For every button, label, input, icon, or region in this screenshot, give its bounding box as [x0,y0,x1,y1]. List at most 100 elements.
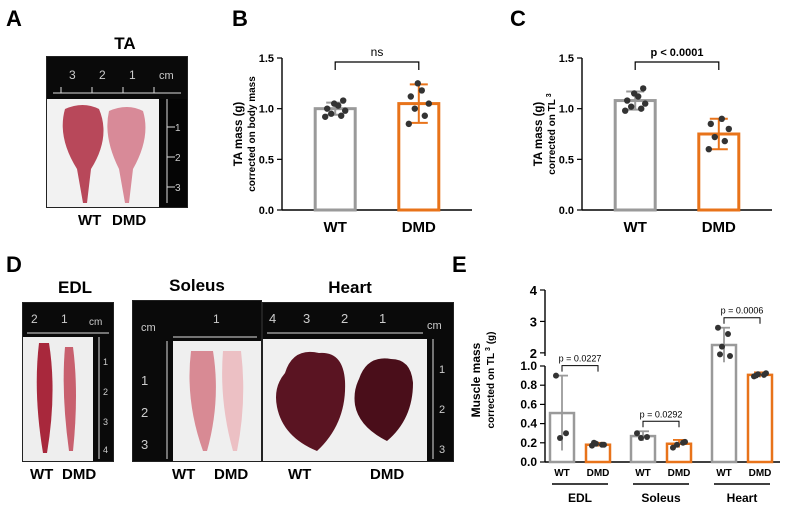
heart-photo: 4 3 2 1 cm 1 2 3 [262,302,454,462]
B-point [328,110,335,117]
E-point [727,353,733,359]
svg-text:2: 2 [439,404,445,416]
E-ytick-label: 0.6 [520,397,537,411]
soleus-muscle-wt [189,351,216,451]
soleus-photo: cm 1 1 2 3 [132,300,262,462]
panel-d-heart-title: Heart [328,278,372,297]
svg-text:1: 1 [141,373,148,388]
B-point [411,105,418,112]
E-significance-label: p = 0.0292 [640,409,683,419]
E-ytick-label: 0.4 [520,417,537,431]
E-xtick-label: WT [716,468,732,479]
soleus-label-wt: WT [172,466,196,483]
E-point [719,343,725,350]
E-point [682,438,688,445]
C-point [640,85,647,92]
E-point [634,430,640,437]
B-ytick-label: 0.5 [259,154,274,166]
edl-photo-drawing: 2 1 cm 1 2 3 4 [23,303,113,461]
B-ylabel-sub: corrected on body mass [247,76,258,192]
C-significance-label: p < 0.0001 [651,47,704,59]
C-point [718,115,725,123]
ta-ruler-3: 3 [69,68,76,82]
C-point [631,90,638,97]
heart-label-dmd: DMD [370,466,405,483]
E-ytick-label: 4 [530,283,538,298]
panel-label-a: A [6,6,22,31]
B-xtick-label: DMD [402,219,436,236]
panel-a-title: TA [114,34,136,53]
E-xtick-label: WT [554,468,570,479]
E-point [644,434,650,441]
soleus-label-dmd: DMD [214,466,249,483]
E-ylabel-main: Muscle mass [469,342,483,417]
B-bar-wt [313,107,357,212]
C-point [711,133,718,141]
ta-ruler-1: 1 [129,68,136,82]
panel-d-edl-title: EDL [58,278,92,297]
E-ytick-label: 1.0 [520,359,537,373]
svg-text:cm: cm [89,317,102,328]
E-bar-heart-dmd [746,373,774,464]
B-point [421,112,428,119]
E-ytick-label: 0.0 [520,455,537,469]
E-ytick-label: 0.2 [520,436,537,450]
soleus-muscle-dmd [222,351,244,451]
E-point [638,435,644,441]
B-significance-label: ns [371,45,384,59]
C-bar-wt [613,99,657,212]
B-point [322,113,329,120]
svg-text:1: 1 [439,364,445,376]
panel-label-e: E [452,252,467,277]
svg-text:cm: cm [141,322,156,334]
C-point [642,100,649,107]
E-bar-heart-wt [710,343,738,464]
ta-muscle-dmd [107,107,146,203]
C-point [705,146,712,153]
E-point [601,441,607,448]
E-group-label: Heart [727,491,758,505]
E-significance-bracket [723,317,761,324]
E-point [591,439,597,446]
svg-text:1: 1 [213,312,220,326]
heart-wt [276,351,346,451]
panel-label-b: B [232,6,248,31]
E-point [674,441,680,448]
svg-text:3: 3 [175,183,181,194]
ta-label-dmd: DMD [112,212,147,229]
edl-label-wt: WT [30,466,54,483]
svg-text:3: 3 [303,311,310,326]
heart-dmd [354,358,413,441]
panel-label-d: D [6,252,22,277]
E-point [553,372,559,379]
B-ytick-label: 1.0 [259,104,274,116]
E-xtick-label: DMD [749,468,772,479]
svg-text:1: 1 [379,311,386,326]
svg-text:1: 1 [61,312,68,326]
C-point [638,105,645,112]
C-ytick-label: 0.0 [559,205,574,217]
B-point [324,105,331,112]
ta-label-wt: WT [78,212,102,229]
E-point [717,351,723,358]
E-ytick-label: 0.8 [520,378,537,392]
svg-text:4: 4 [103,445,108,455]
svg-text:2: 2 [341,311,348,326]
E-point [725,331,731,337]
svg-text:2: 2 [103,387,108,397]
E-point [763,370,769,377]
C-point [628,103,635,110]
ta-ruler-cm: cm [159,70,174,82]
E-xtick-label: DMD [587,468,610,479]
C-ylabel-main: TA mass (g) [533,102,545,167]
E-point [753,372,759,379]
edl-muscle-wt [36,343,53,453]
edl-label-dmd: DMD [62,466,97,483]
C-ytick-label: 1.0 [559,104,574,116]
B-point [418,87,425,94]
svg-text:cm: cm [427,320,442,332]
C-ylabel-sub: corrected on TL 3 [546,93,558,175]
B-significance-bracket [334,61,420,70]
B-point [342,107,349,114]
